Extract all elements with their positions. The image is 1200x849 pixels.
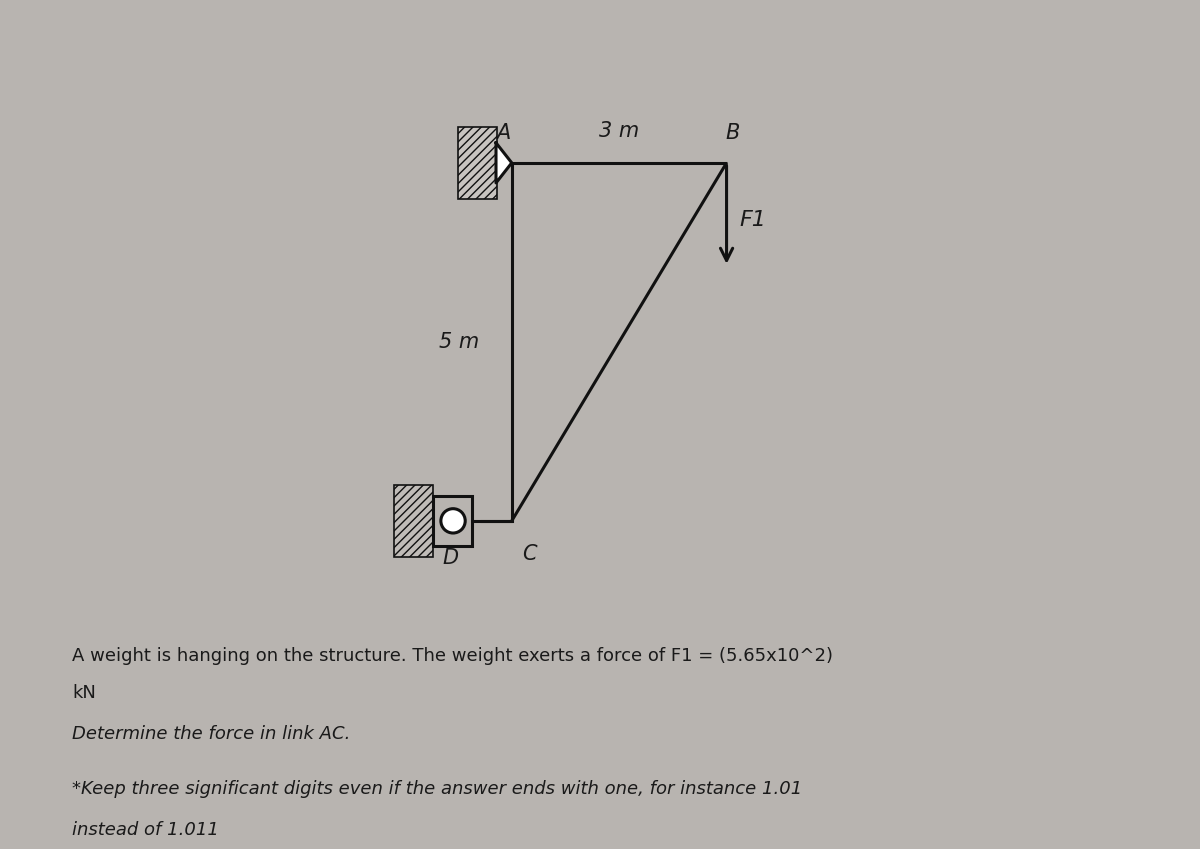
Text: D: D bbox=[443, 548, 458, 568]
Text: 3 m: 3 m bbox=[599, 121, 640, 142]
Polygon shape bbox=[496, 143, 511, 183]
Text: A: A bbox=[496, 123, 510, 143]
Text: Determine the force in link AC.: Determine the force in link AC. bbox=[72, 725, 350, 743]
Text: 5 m: 5 m bbox=[439, 332, 480, 351]
Text: instead of 1.011: instead of 1.011 bbox=[72, 822, 218, 840]
Circle shape bbox=[440, 509, 466, 533]
Text: F1: F1 bbox=[739, 210, 767, 230]
Text: C: C bbox=[522, 543, 536, 564]
Text: kN: kN bbox=[72, 684, 96, 702]
Text: *Keep three significant digits even if the answer ends with one, for instance 1.: *Keep three significant digits even if t… bbox=[72, 780, 803, 798]
Bar bbox=[433, 496, 473, 546]
Bar bbox=[394, 485, 433, 557]
Text: B: B bbox=[725, 123, 739, 143]
Text: A weight is hanging on the structure. The weight exerts a force of F1 = (5.65x10: A weight is hanging on the structure. Th… bbox=[72, 647, 833, 666]
Bar bbox=[458, 127, 498, 199]
